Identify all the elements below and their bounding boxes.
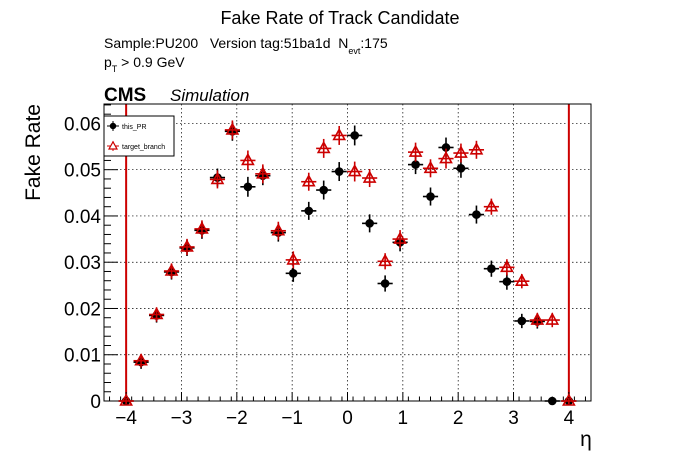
data-point <box>180 239 194 252</box>
data-point <box>484 199 499 212</box>
data-point <box>119 393 133 406</box>
y-axis-label: Fake Rate <box>22 104 45 201</box>
data-point <box>547 396 557 406</box>
y-tick-label: 0.02 <box>64 299 101 320</box>
data-point <box>243 182 253 192</box>
data-point <box>164 263 179 276</box>
y-tick-labels: 0 0.01 0.02 0.03 0.04 0.05 0.06 <box>64 114 101 413</box>
data-point <box>334 167 344 176</box>
info-line-sample-sub: evt <box>348 46 361 56</box>
x-tick-label: 3 <box>508 408 519 429</box>
info-line-pt: pT > 0.9 GeV <box>104 54 185 74</box>
data-point <box>500 259 514 273</box>
data-point <box>517 316 527 326</box>
data-point <box>301 174 316 187</box>
data-point <box>530 312 545 325</box>
x-tick-label: −2 <box>226 408 248 429</box>
legend: this_PR target_branch <box>103 115 175 157</box>
y-tick-label: 0 <box>90 392 101 413</box>
data-point <box>225 122 240 135</box>
legend-marker-target-branch <box>107 140 119 151</box>
data-point <box>350 131 359 140</box>
data-point <box>210 171 225 185</box>
data-point <box>456 164 466 173</box>
data-point <box>423 160 438 174</box>
x-tick-label: 1 <box>398 408 409 429</box>
data-point <box>411 160 420 169</box>
y-tick-label: 0.04 <box>64 207 101 228</box>
data-point <box>454 145 468 158</box>
info-line-pt-tail: > 0.9 GeV <box>117 54 185 70</box>
data-point <box>393 231 407 244</box>
data-point <box>365 219 374 228</box>
x-tick-label: −3 <box>171 408 193 429</box>
x-axis-label: η <box>580 428 592 451</box>
data-point <box>562 393 576 406</box>
data-point <box>439 150 453 164</box>
legend-label-target-branch: target_branch <box>122 144 165 151</box>
data-point <box>286 252 301 265</box>
data-point <box>347 163 362 177</box>
data-point <box>441 143 451 152</box>
data-point <box>502 277 512 286</box>
y-tick-label: 0.01 <box>64 346 101 367</box>
data-point <box>332 127 347 141</box>
data-point <box>469 142 484 155</box>
data-point <box>241 152 255 166</box>
data-point <box>149 306 164 320</box>
data-point <box>288 269 298 278</box>
data-point <box>487 264 496 273</box>
x-tick-label: 2 <box>453 408 464 429</box>
info-line-sample-text: Sample:PU200 Version tag:51ba1d N <box>104 35 348 51</box>
data-point <box>134 353 148 366</box>
info-line-sample-tail: :175 <box>360 35 387 51</box>
y-tick-label: 0.03 <box>64 253 101 274</box>
data-point <box>319 185 329 195</box>
data-point <box>195 221 209 234</box>
info-line-pt-sub: T <box>112 64 118 74</box>
data-point <box>378 253 392 267</box>
data-point <box>426 192 435 201</box>
data-point <box>255 166 270 179</box>
legend-label-this-pr: this_PR <box>122 124 147 131</box>
data-point <box>362 170 377 183</box>
x-tick-label: 4 <box>564 408 575 429</box>
data-series <box>118 120 577 406</box>
series-target-branch <box>118 120 577 406</box>
y-tick-label: 0.05 <box>64 161 101 182</box>
chart-title: Fake Rate of Track Candidate <box>220 8 459 28</box>
x-tick-labels: −4 −3 −2 −1 0 1 2 3 4 <box>115 408 574 429</box>
y-tick-label: 0.06 <box>64 114 101 135</box>
x-tick-label: 0 <box>342 408 353 429</box>
info-line-sample: Sample:PU200 Version tag:51ba1d Nevt:175 <box>104 35 388 56</box>
data-point <box>545 312 560 325</box>
x-tick-label: −1 <box>281 408 303 429</box>
data-point <box>271 223 286 236</box>
x-tick-label: −4 <box>115 408 137 429</box>
cms-label: CMS <box>104 85 146 106</box>
legend-marker-this-pr <box>107 121 119 131</box>
data-point <box>514 273 529 286</box>
data-point <box>316 140 331 154</box>
data-point <box>380 279 390 288</box>
simulation-label: Simulation <box>170 86 249 105</box>
data-point <box>472 210 481 219</box>
data-point <box>408 144 423 157</box>
grid-lines <box>104 104 591 401</box>
data-point <box>304 206 314 216</box>
info-line-pt-text: p <box>104 54 112 70</box>
